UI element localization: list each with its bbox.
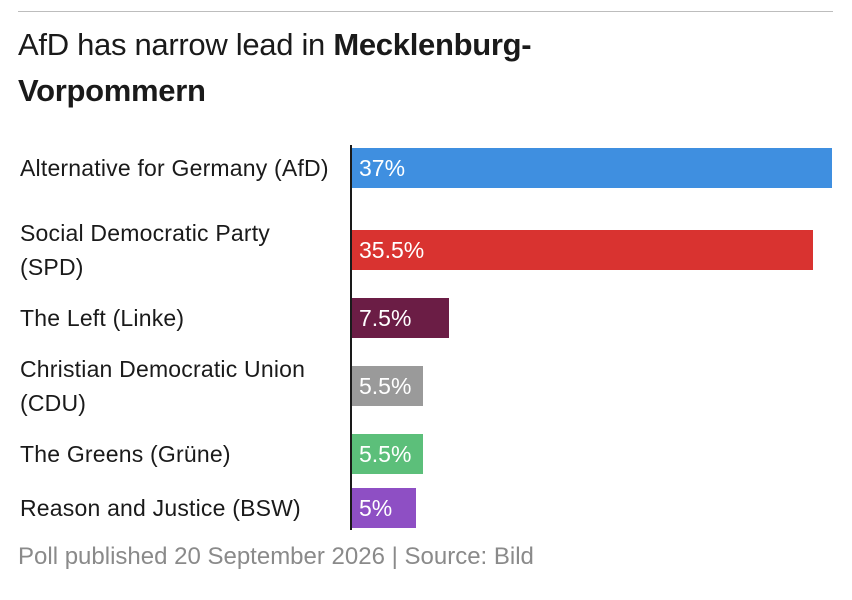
category-label: The Greens (Grüne): [20, 441, 231, 467]
value-label: 7.5%: [359, 304, 412, 331]
bar: 35.5%: [351, 230, 813, 270]
bar: 5.5%: [351, 434, 423, 474]
category-label: The Left (Linke): [20, 305, 185, 331]
bar: 37%: [351, 148, 832, 188]
value-label: 37%: [359, 154, 406, 181]
top-rule: [18, 11, 833, 12]
axis-line: [350, 145, 352, 530]
chart-title: AfD has narrow lead in Mecklenburg-Vorpo…: [18, 22, 718, 114]
bar: 7.5%: [351, 298, 449, 338]
value-label: 5%: [359, 494, 393, 521]
title-regular: AfD has narrow lead in: [18, 27, 326, 62]
bar: 5.5%: [351, 366, 423, 406]
category-label: Social Democratic Party (SPD): [20, 220, 271, 280]
category-label: Christian Democratic Union (CDU): [20, 356, 306, 416]
title-bold: Mecklenburg-Vorpommern: [18, 27, 532, 108]
value-label: 35.5%: [359, 236, 425, 263]
bar: 5%: [351, 488, 416, 528]
value-label: 5.5%: [359, 372, 412, 399]
value-label: 5.5%: [359, 440, 412, 467]
footnote: Poll published 20 September 2026 | Sourc…: [18, 543, 534, 570]
category-label: Alternative for Germany (AfD): [20, 155, 329, 181]
category-label: Reason and Justice (BSW): [20, 495, 301, 521]
